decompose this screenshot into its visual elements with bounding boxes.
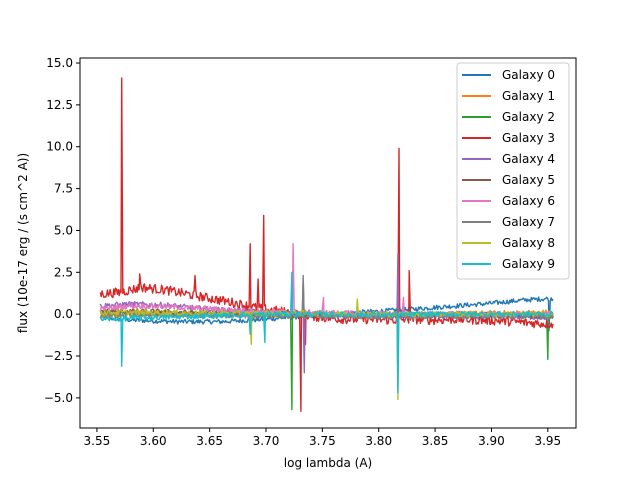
x-tick-label: 3.70 (253, 434, 280, 448)
legend-entry-label: Galaxy 0 (502, 68, 555, 82)
legend-entry-label: Galaxy 3 (502, 131, 555, 145)
plot-frame (79, 57, 577, 429)
legend: Galaxy 0 Galaxy 1 Galaxy 2 Galaxy 3 Galaxy 4… (456, 62, 570, 280)
y-axis-label: flux (10e-17 erg / (s cm^2 A)) (16, 153, 30, 333)
y-tick-label: 12.5 (46, 98, 73, 112)
y-tick-label: 15.0 (46, 56, 73, 70)
legend-items: Galaxy 0 Galaxy 1 Galaxy 2 Galaxy 3 Galaxy 4… (462, 68, 555, 271)
x-axis: 3.55 3.60 3.65 3.70 3.75 3.80 3.85 3.90 3.95 (84, 428, 561, 448)
y-tick-label: −5.0 (44, 391, 73, 405)
y-axis: −5.0 −2.5 0.0 2.5 5.0 7.5 10.0 12.5 15.0 (44, 56, 80, 405)
x-tick-label: 3.75 (309, 434, 336, 448)
legend-entry-label: Galaxy 9 (502, 257, 555, 271)
x-tick-label: 3.60 (140, 434, 167, 448)
legend-entry-label: Galaxy 2 (502, 110, 555, 124)
legend-entry-label: Galaxy 5 (502, 173, 555, 187)
x-tick-label: 3.95 (534, 434, 561, 448)
x-tick-label: 3.80 (365, 434, 392, 448)
series-line-galaxy-9 (99, 271, 554, 394)
y-tick-label: 0.0 (54, 307, 73, 321)
y-tick-label: 5.0 (54, 223, 73, 237)
y-tick-label: −2.5 (44, 349, 73, 363)
legend-entry-label: Galaxy 4 (502, 152, 555, 166)
legend-entry-label: Galaxy 1 (502, 89, 555, 103)
x-tick-label: 3.85 (422, 434, 449, 448)
x-tick-label: 3.65 (196, 434, 223, 448)
y-tick-label: 7.5 (54, 182, 73, 196)
x-tick-label: 3.55 (84, 434, 111, 448)
legend-entry-label: Galaxy 6 (502, 194, 555, 208)
x-axis-label: log lambda (A) (284, 456, 372, 470)
x-tick-label: 3.90 (478, 434, 505, 448)
legend-entry-label: Galaxy 8 (502, 236, 555, 250)
series-layer (99, 77, 554, 412)
y-tick-label: 10.0 (46, 140, 73, 154)
legend-entry-label: Galaxy 7 (502, 215, 555, 229)
y-tick-label: 2.5 (54, 265, 73, 279)
plot-area (99, 77, 554, 412)
